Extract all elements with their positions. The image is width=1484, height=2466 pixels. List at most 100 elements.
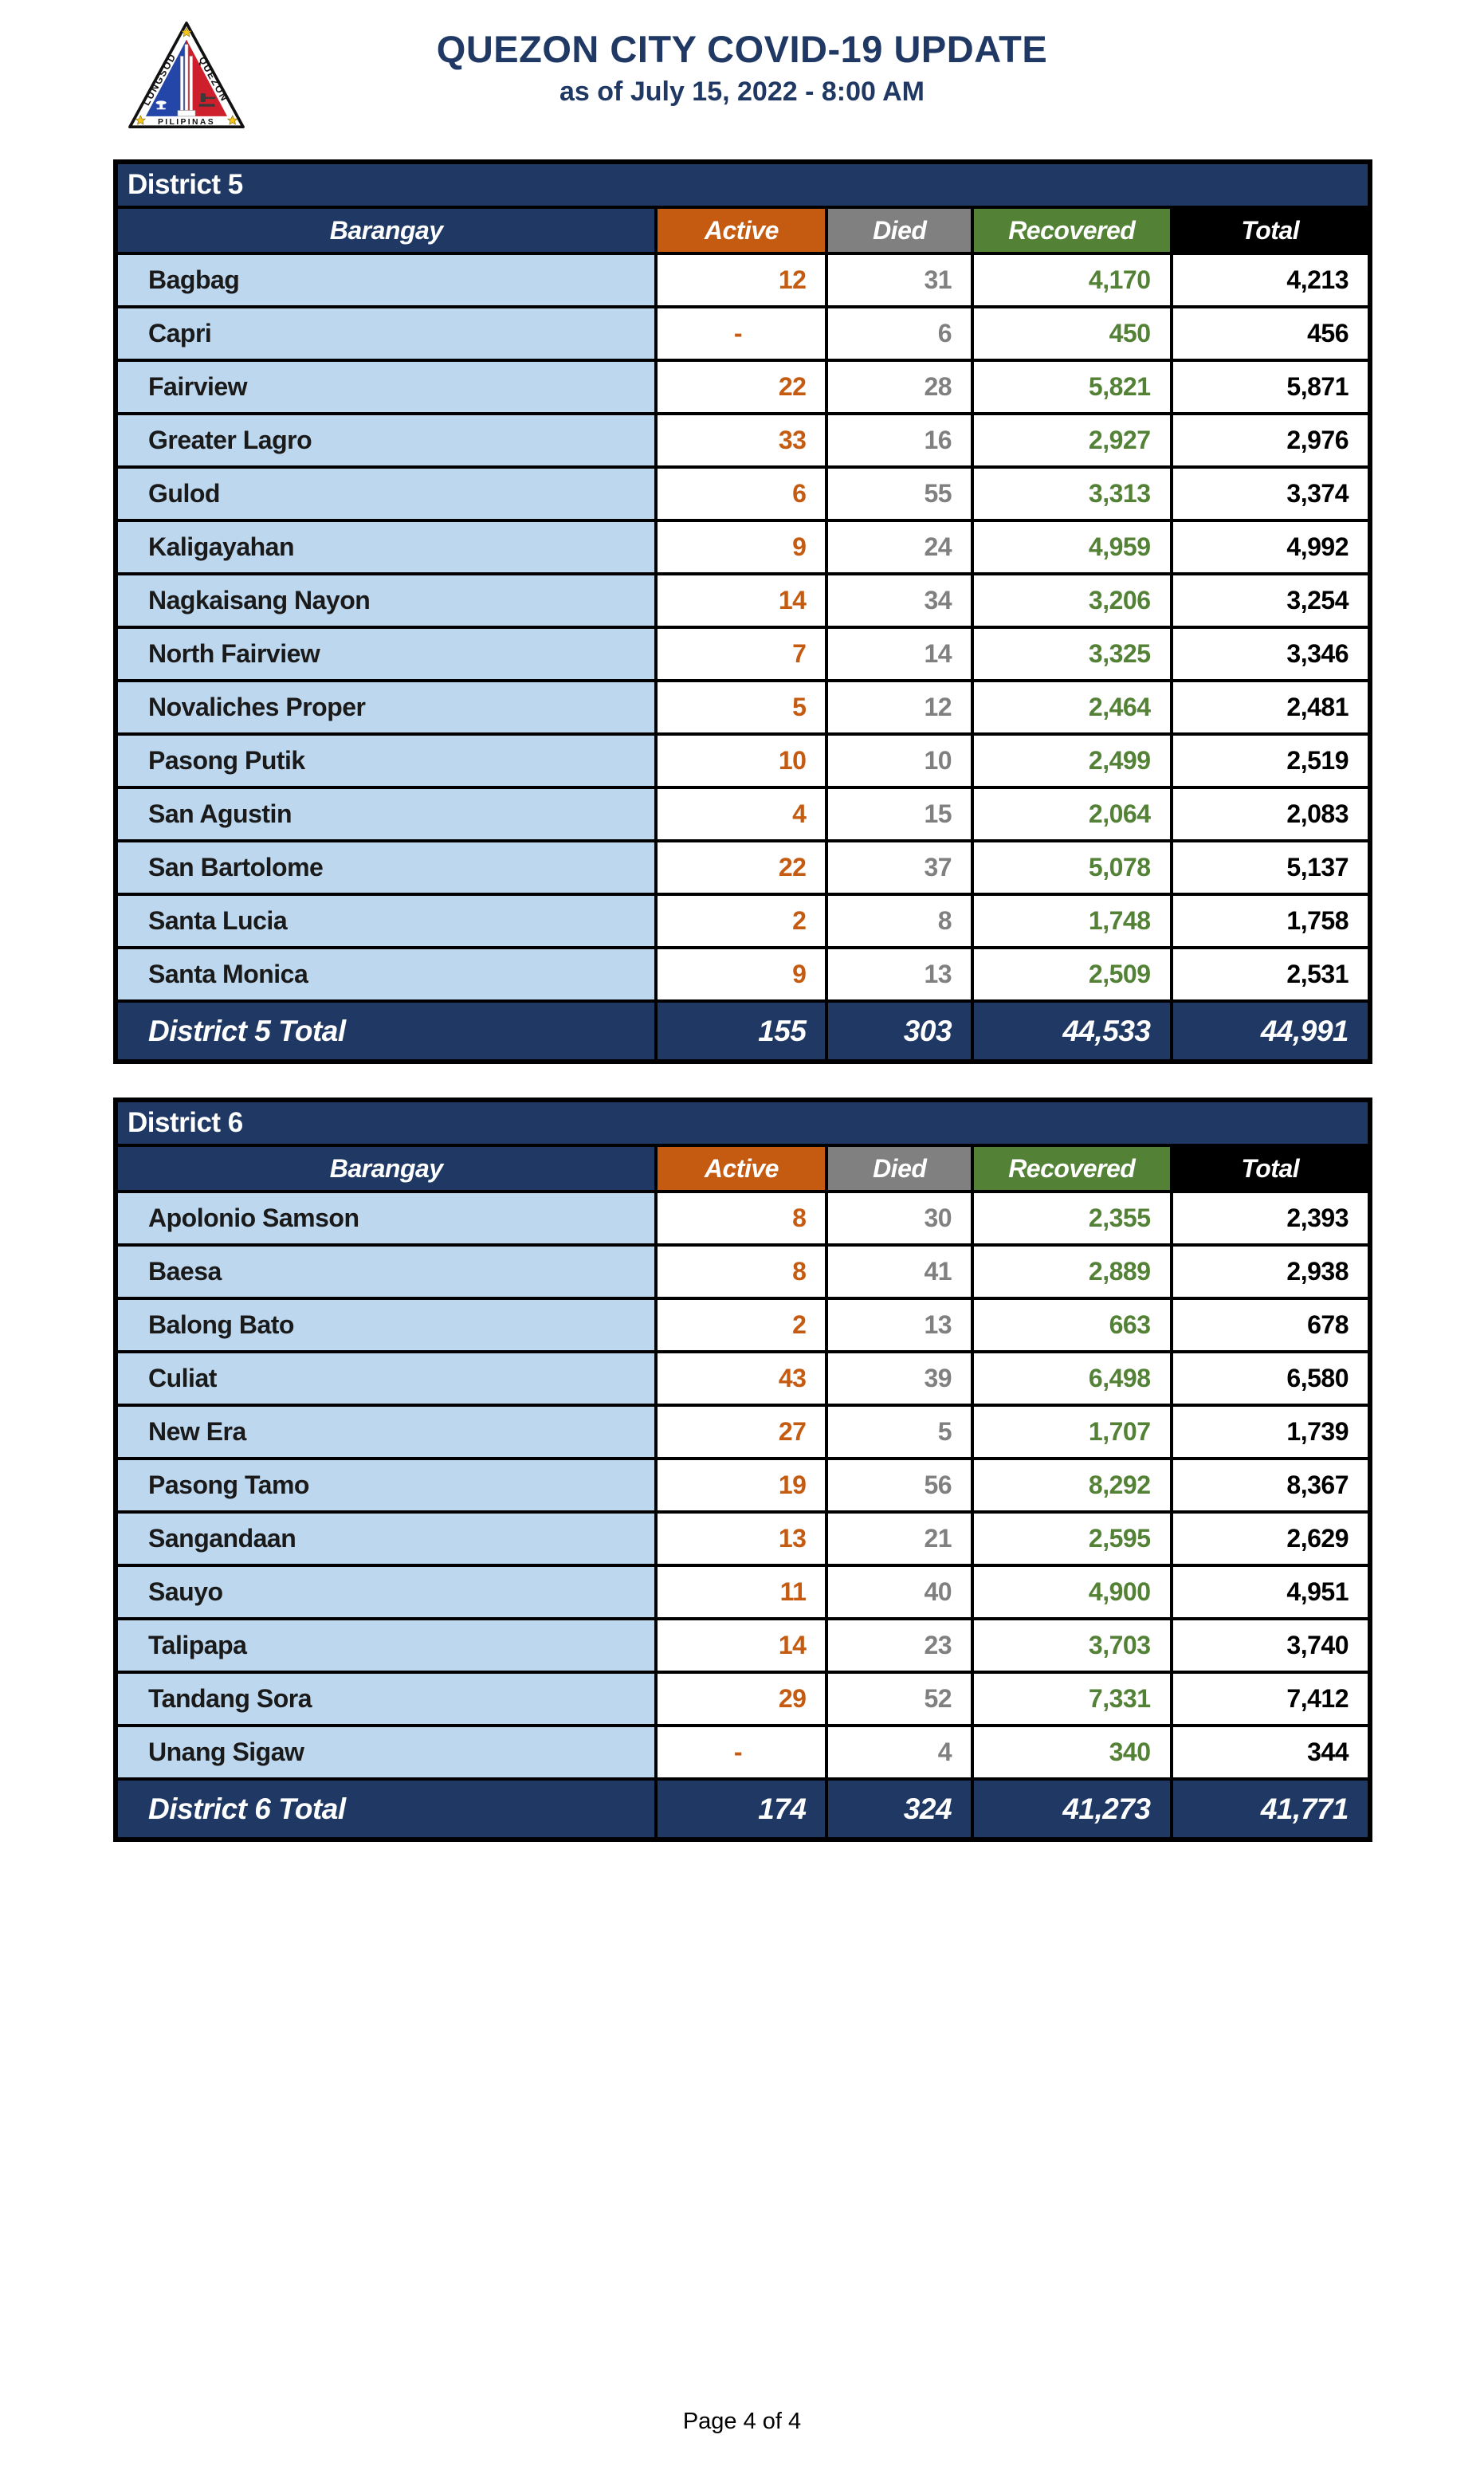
recovered-count-cell: 2,889 — [971, 1243, 1173, 1300]
barangay-name-cell: Santa Monica — [113, 946, 658, 1003]
barangay-name-cell: Tandang Sora — [113, 1671, 658, 1727]
total-count-cell: 3,254 — [1169, 572, 1372, 629]
recovered-count-cell: 2,355 — [971, 1190, 1173, 1247]
column-header-total: Total — [1169, 206, 1372, 255]
table-row: Culiat 43 39 6,498 6,580 — [113, 1350, 1372, 1407]
column-header-died: Died — [825, 206, 975, 255]
died-count-cell: 13 — [825, 946, 975, 1003]
barangay-name-cell: San Agustin — [113, 786, 658, 842]
died-count-cell: 40 — [825, 1564, 975, 1620]
report-date: as of July 15, 2022 - 8:00 AM — [559, 76, 925, 107]
recovered-count-cell: 3,703 — [971, 1617, 1173, 1674]
total-count-cell: 7,412 — [1169, 1671, 1372, 1727]
total-count-cell: 456 — [1169, 305, 1372, 362]
barangay-name-cell: Novaliches Proper — [113, 679, 658, 736]
table-row: Nagkaisang Nayon 14 34 3,206 3,254 — [113, 572, 1372, 629]
barangay-name-cell: New Era — [113, 1404, 658, 1460]
total-count-cell: 1,758 — [1169, 893, 1372, 949]
district-total-label: District 5 Total — [113, 999, 658, 1063]
total-count-cell: 1,739 — [1169, 1404, 1372, 1460]
barangay-name-cell: Talipapa — [113, 1617, 658, 1674]
died-count-cell: 55 — [825, 465, 975, 522]
died-count-cell: 24 — [825, 519, 975, 575]
title-block: QUEZON CITY COVID-19 UPDATE as of July 1… — [0, 0, 1484, 108]
district-6-table: District 6 Barangay Active Died Recovere… — [113, 1098, 1372, 1842]
table-row: North Fairview 7 14 3,325 3,346 — [113, 626, 1372, 682]
total-count-cell: 2,481 — [1169, 679, 1372, 736]
table-row: Santa Monica 9 13 2,509 2,531 — [113, 946, 1372, 1003]
table-row: Apolonio Samson 8 30 2,355 2,393 — [113, 1190, 1372, 1247]
column-header-barangay: Barangay — [113, 1144, 658, 1193]
qc-seal-logo: LUNGSOD QUEZON PILIPINAS — [118, 21, 255, 139]
district-total-active: 155 — [654, 999, 829, 1063]
died-count-cell: 31 — [825, 252, 975, 308]
active-count-cell: 27 — [654, 1404, 829, 1460]
recovered-count-cell: 4,170 — [971, 252, 1173, 308]
active-count-cell: 11 — [654, 1564, 829, 1620]
column-header-recovered: Recovered — [971, 1144, 1173, 1193]
died-count-cell: 6 — [825, 305, 975, 362]
total-count-cell: 2,083 — [1169, 786, 1372, 842]
table-row: Greater Lagro 33 16 2,927 2,976 — [113, 412, 1372, 469]
died-count-cell: 30 — [825, 1190, 975, 1247]
died-count-cell: 10 — [825, 732, 975, 789]
recovered-count-cell: 2,595 — [971, 1510, 1173, 1567]
recovered-count-cell: 5,821 — [971, 359, 1173, 415]
seal-red-half — [186, 39, 228, 116]
table-row: San Bartolome 22 37 5,078 5,137 — [113, 839, 1372, 896]
barangay-name-cell: Pasong Putik — [113, 732, 658, 789]
recovered-count-cell: 2,499 — [971, 732, 1173, 789]
active-count-cell: 14 — [654, 1617, 829, 1674]
died-count-cell: 23 — [825, 1617, 975, 1674]
column-header-total: Total — [1169, 1144, 1372, 1193]
district-title-row: District 5 — [114, 160, 1372, 209]
active-count-cell: 29 — [654, 1671, 829, 1727]
table-row: San Agustin 4 15 2,064 2,083 — [113, 786, 1372, 842]
died-count-cell: 15 — [825, 786, 975, 842]
active-count-cell: 10 — [654, 732, 829, 789]
active-count-cell: 13 — [654, 1510, 829, 1567]
total-count-cell: 2,629 — [1169, 1510, 1372, 1567]
barangay-name-cell: Baesa — [113, 1243, 658, 1300]
total-count-cell: 6,580 — [1169, 1350, 1372, 1407]
table-row: Capri - 6 450 456 — [113, 305, 1372, 362]
active-count-cell: 2 — [654, 1297, 829, 1353]
table-row: New Era 27 5 1,707 1,739 — [113, 1404, 1372, 1460]
table-row: Fairview 22 28 5,821 5,871 — [113, 359, 1372, 415]
recovered-count-cell: 5,078 — [971, 839, 1173, 896]
active-count-cell: - — [654, 1724, 829, 1781]
total-count-cell: 8,367 — [1169, 1457, 1372, 1514]
recovered-count-cell: 340 — [971, 1724, 1173, 1781]
recovered-count-cell: 3,325 — [971, 626, 1173, 682]
table-row: Pasong Tamo 19 56 8,292 8,367 — [113, 1457, 1372, 1514]
died-count-cell: 34 — [825, 572, 975, 629]
barangay-name-cell: San Bartolome — [113, 839, 658, 896]
barangay-name-cell: Nagkaisang Nayon — [113, 572, 658, 629]
recovered-count-cell: 450 — [971, 305, 1173, 362]
recovered-count-cell: 1,748 — [971, 893, 1173, 949]
barangay-name-cell: Sangandaan — [113, 1510, 658, 1567]
active-count-cell: 8 — [654, 1190, 829, 1247]
barangay-name-cell: Pasong Tamo — [113, 1457, 658, 1514]
died-count-cell: 41 — [825, 1243, 975, 1300]
recovered-count-cell: 1,707 — [971, 1404, 1173, 1460]
recovered-count-cell: 3,313 — [971, 465, 1173, 522]
died-count-cell: 5 — [825, 1404, 975, 1460]
active-count-cell: 33 — [654, 412, 829, 469]
district-total-total: 41,771 — [1169, 1777, 1372, 1841]
died-count-cell: 28 — [825, 359, 975, 415]
table-row: Unang Sigaw - 4 340 344 — [113, 1724, 1372, 1781]
district-total-total: 44,991 — [1169, 999, 1372, 1063]
district-6-body: Apolonio Samson 8 30 2,355 2,393 Baesa 8… — [113, 1190, 1372, 1781]
recovered-count-cell: 2,927 — [971, 412, 1173, 469]
active-count-cell: 22 — [654, 359, 829, 415]
column-header-active: Active — [654, 1144, 829, 1193]
district-total-died: 324 — [825, 1777, 975, 1841]
seal-blue-half — [145, 39, 186, 116]
district-total-active: 174 — [654, 1777, 829, 1841]
died-count-cell: 13 — [825, 1297, 975, 1353]
column-header-recovered: Recovered — [971, 206, 1173, 255]
seal-lamp-icon — [155, 100, 167, 110]
seal-text-pilipinas: PILIPINAS — [158, 118, 215, 127]
district-title: District 6 — [114, 1098, 1372, 1147]
